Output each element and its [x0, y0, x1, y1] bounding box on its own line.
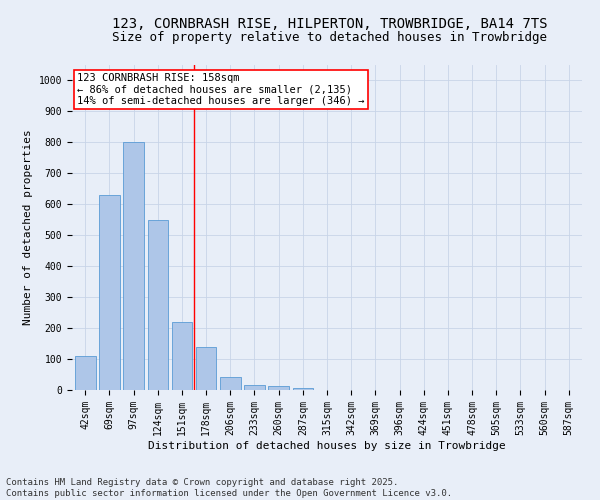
Y-axis label: Number of detached properties: Number of detached properties: [23, 130, 33, 326]
Bar: [75, 356, 95, 390]
Text: 123 CORNBRASH RISE: 158sqm
← 86% of detached houses are smaller (2,135)
14% of s: 123 CORNBRASH RISE: 158sqm ← 86% of deta…: [77, 73, 365, 106]
Bar: [293, 388, 313, 390]
Bar: [244, 386, 265, 390]
Bar: [124, 142, 144, 390]
Bar: [148, 220, 168, 390]
Bar: [99, 195, 120, 390]
X-axis label: Distribution of detached houses by size in Trowbridge: Distribution of detached houses by size …: [148, 440, 506, 450]
Text: Size of property relative to detached houses in Trowbridge: Size of property relative to detached ho…: [113, 31, 548, 44]
Bar: [220, 377, 241, 390]
Bar: [268, 386, 289, 390]
Bar: [172, 322, 192, 390]
Text: 123, CORNBRASH RISE, HILPERTON, TROWBRIDGE, BA14 7TS: 123, CORNBRASH RISE, HILPERTON, TROWBRID…: [112, 18, 548, 32]
Text: Contains HM Land Registry data © Crown copyright and database right 2025.
Contai: Contains HM Land Registry data © Crown c…: [6, 478, 452, 498]
Bar: [196, 348, 217, 390]
